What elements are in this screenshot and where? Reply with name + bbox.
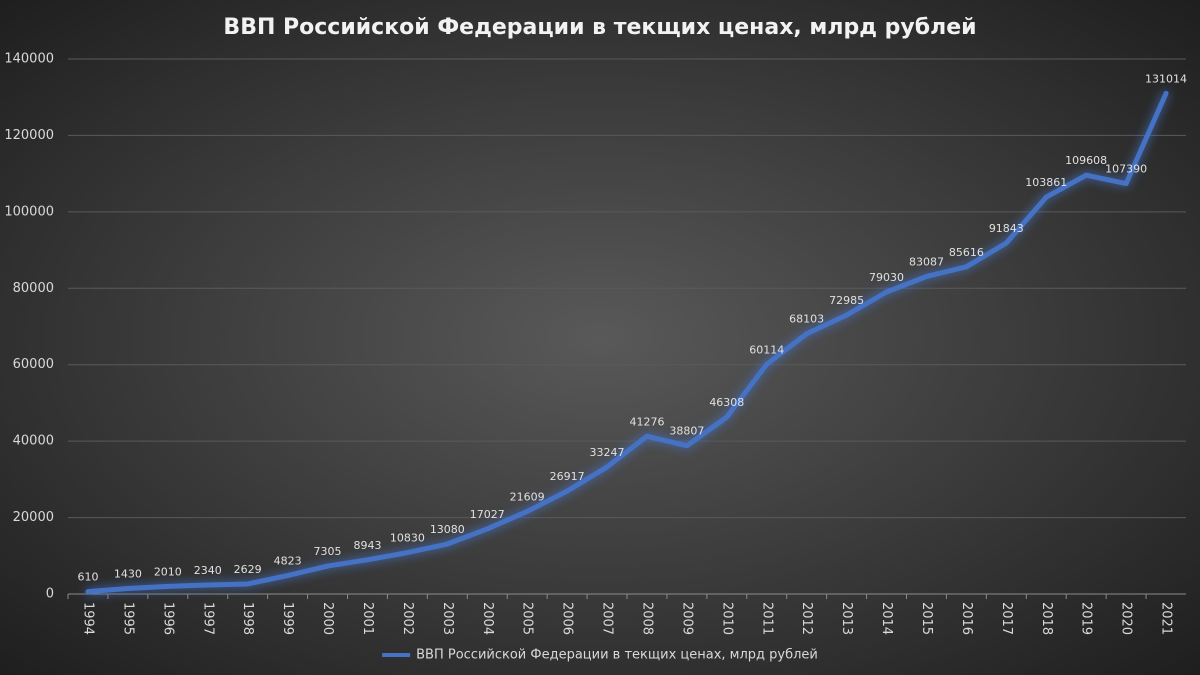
x-tick-label: 2016 (959, 602, 974, 635)
x-tick-label: 2001 (360, 602, 375, 635)
x-tick-label: 2014 (879, 602, 894, 635)
x-tick-label: 2007 (600, 602, 615, 635)
data-label: 17027 (470, 508, 505, 521)
data-label: 83087 (909, 255, 944, 268)
data-label: 7305 (314, 545, 342, 558)
x-tick-label: 2004 (480, 602, 495, 635)
data-label: 107390 (1105, 163, 1147, 176)
data-label: 2340 (194, 564, 222, 577)
data-label: 68103 (789, 313, 824, 326)
x-tick-label: 1997 (200, 602, 215, 635)
data-label: 46308 (709, 396, 744, 409)
data-label: 13080 (430, 523, 465, 536)
chart-title: ВВП Российской Федерации в текщих ценах,… (223, 15, 976, 40)
x-tick-label: 2009 (679, 602, 694, 635)
y-tick-label: 20000 (13, 510, 54, 525)
data-label: 85616 (949, 246, 984, 259)
y-tick-label: 140000 (4, 52, 54, 67)
data-label: 72985 (829, 294, 864, 307)
data-label: 79030 (869, 271, 904, 284)
x-tick-label: 2013 (839, 602, 854, 635)
data-label: 26917 (550, 470, 585, 483)
x-tick-label: 2011 (759, 602, 774, 635)
data-label: 610 (77, 571, 98, 584)
y-tick-label: 0 (46, 587, 54, 602)
x-tick-label: 2021 (1159, 602, 1174, 635)
data-label: 91843 (989, 222, 1024, 235)
x-tick-label: 1994 (80, 602, 95, 635)
data-label: 4823 (274, 555, 302, 568)
y-tick-label: 120000 (4, 128, 54, 143)
data-label: 103861 (1025, 176, 1067, 189)
y-tick-label: 100000 (4, 204, 54, 219)
data-label: 41276 (629, 415, 664, 428)
data-label: 2629 (234, 563, 262, 576)
x-tick-label: 2018 (1039, 602, 1054, 635)
x-tick-label: 1995 (120, 602, 135, 635)
x-tick-label: 2010 (719, 602, 734, 635)
x-tick-label: 2017 (999, 602, 1014, 635)
y-tick-label: 60000 (13, 357, 54, 372)
legend-label: ВВП Российской Федерации в текщих ценах,… (416, 648, 818, 663)
x-tick-label: 1998 (240, 602, 255, 635)
x-tick-label: 2006 (560, 602, 575, 635)
data-label: 10830 (390, 532, 425, 545)
data-label: 131014 (1145, 72, 1187, 85)
line-series (85, 90, 1169, 595)
x-tick-label: 2015 (919, 602, 934, 635)
data-label: 38807 (669, 425, 704, 438)
x-tick-label: 1996 (160, 602, 175, 635)
x-tick-label: 2002 (400, 602, 415, 635)
x-tick-label: 2012 (799, 602, 814, 635)
data-label: 109608 (1065, 154, 1107, 167)
data-label: 33247 (590, 446, 625, 459)
data-label: 8943 (353, 539, 381, 552)
data-label: 1430 (114, 568, 142, 581)
data-label: 21609 (510, 490, 545, 503)
data-label: 60114 (749, 343, 784, 356)
x-tick-label: 2003 (440, 602, 455, 635)
x-tick-label: 2005 (520, 602, 535, 635)
x-tick-label: 2000 (320, 602, 335, 635)
x-tick-label: 1999 (280, 602, 295, 635)
x-tick-label: 2020 (1119, 602, 1134, 635)
y-tick-label: 40000 (13, 434, 54, 449)
x-tick-label: 2019 (1079, 602, 1094, 635)
x-tick-label: 2008 (639, 602, 654, 635)
y-tick-label: 80000 (13, 281, 54, 296)
data-label: 2010 (154, 565, 182, 578)
